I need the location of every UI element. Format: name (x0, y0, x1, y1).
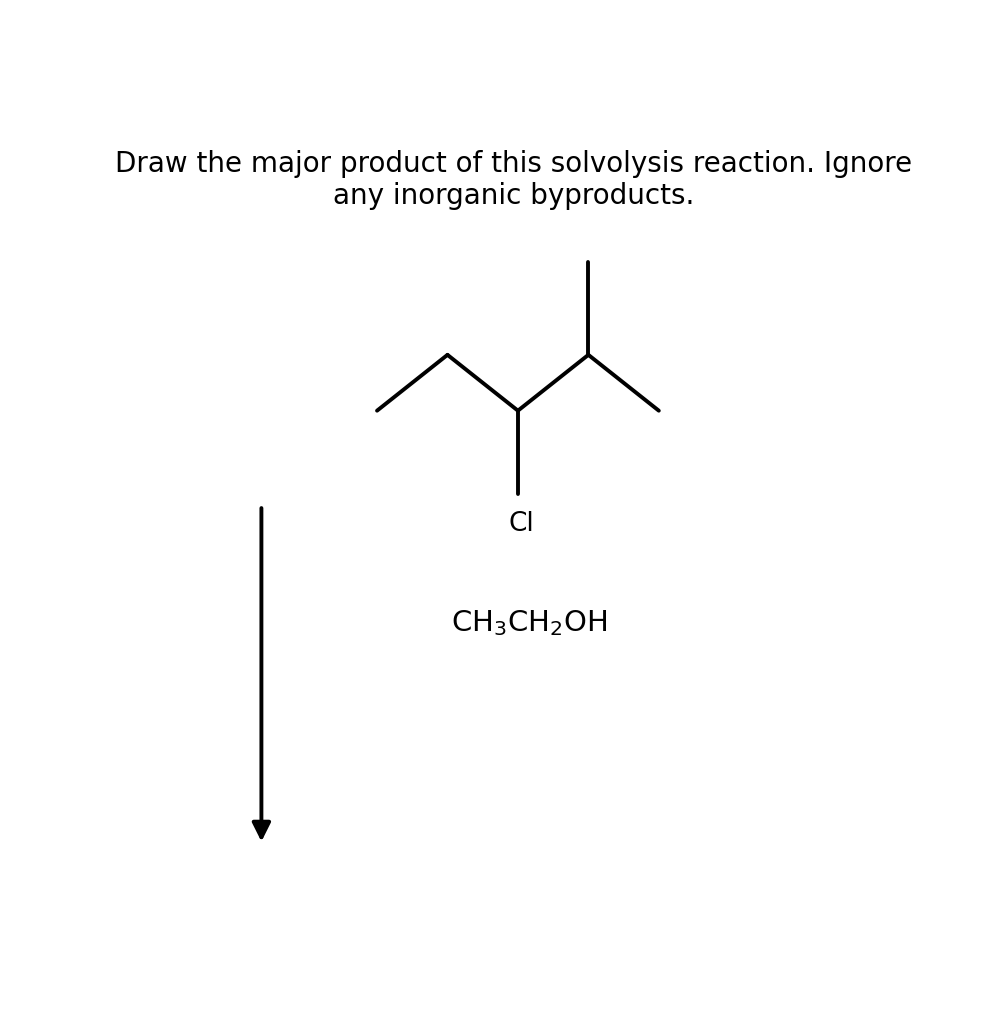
Text: any inorganic byproducts.: any inorganic byproducts. (333, 182, 694, 210)
Text: CH$_3$CH$_2$OH: CH$_3$CH$_2$OH (451, 608, 607, 639)
Text: Draw the major product of this solvolysis reaction. Ignore: Draw the major product of this solvolysi… (115, 151, 912, 178)
Text: Cl: Cl (508, 511, 534, 538)
